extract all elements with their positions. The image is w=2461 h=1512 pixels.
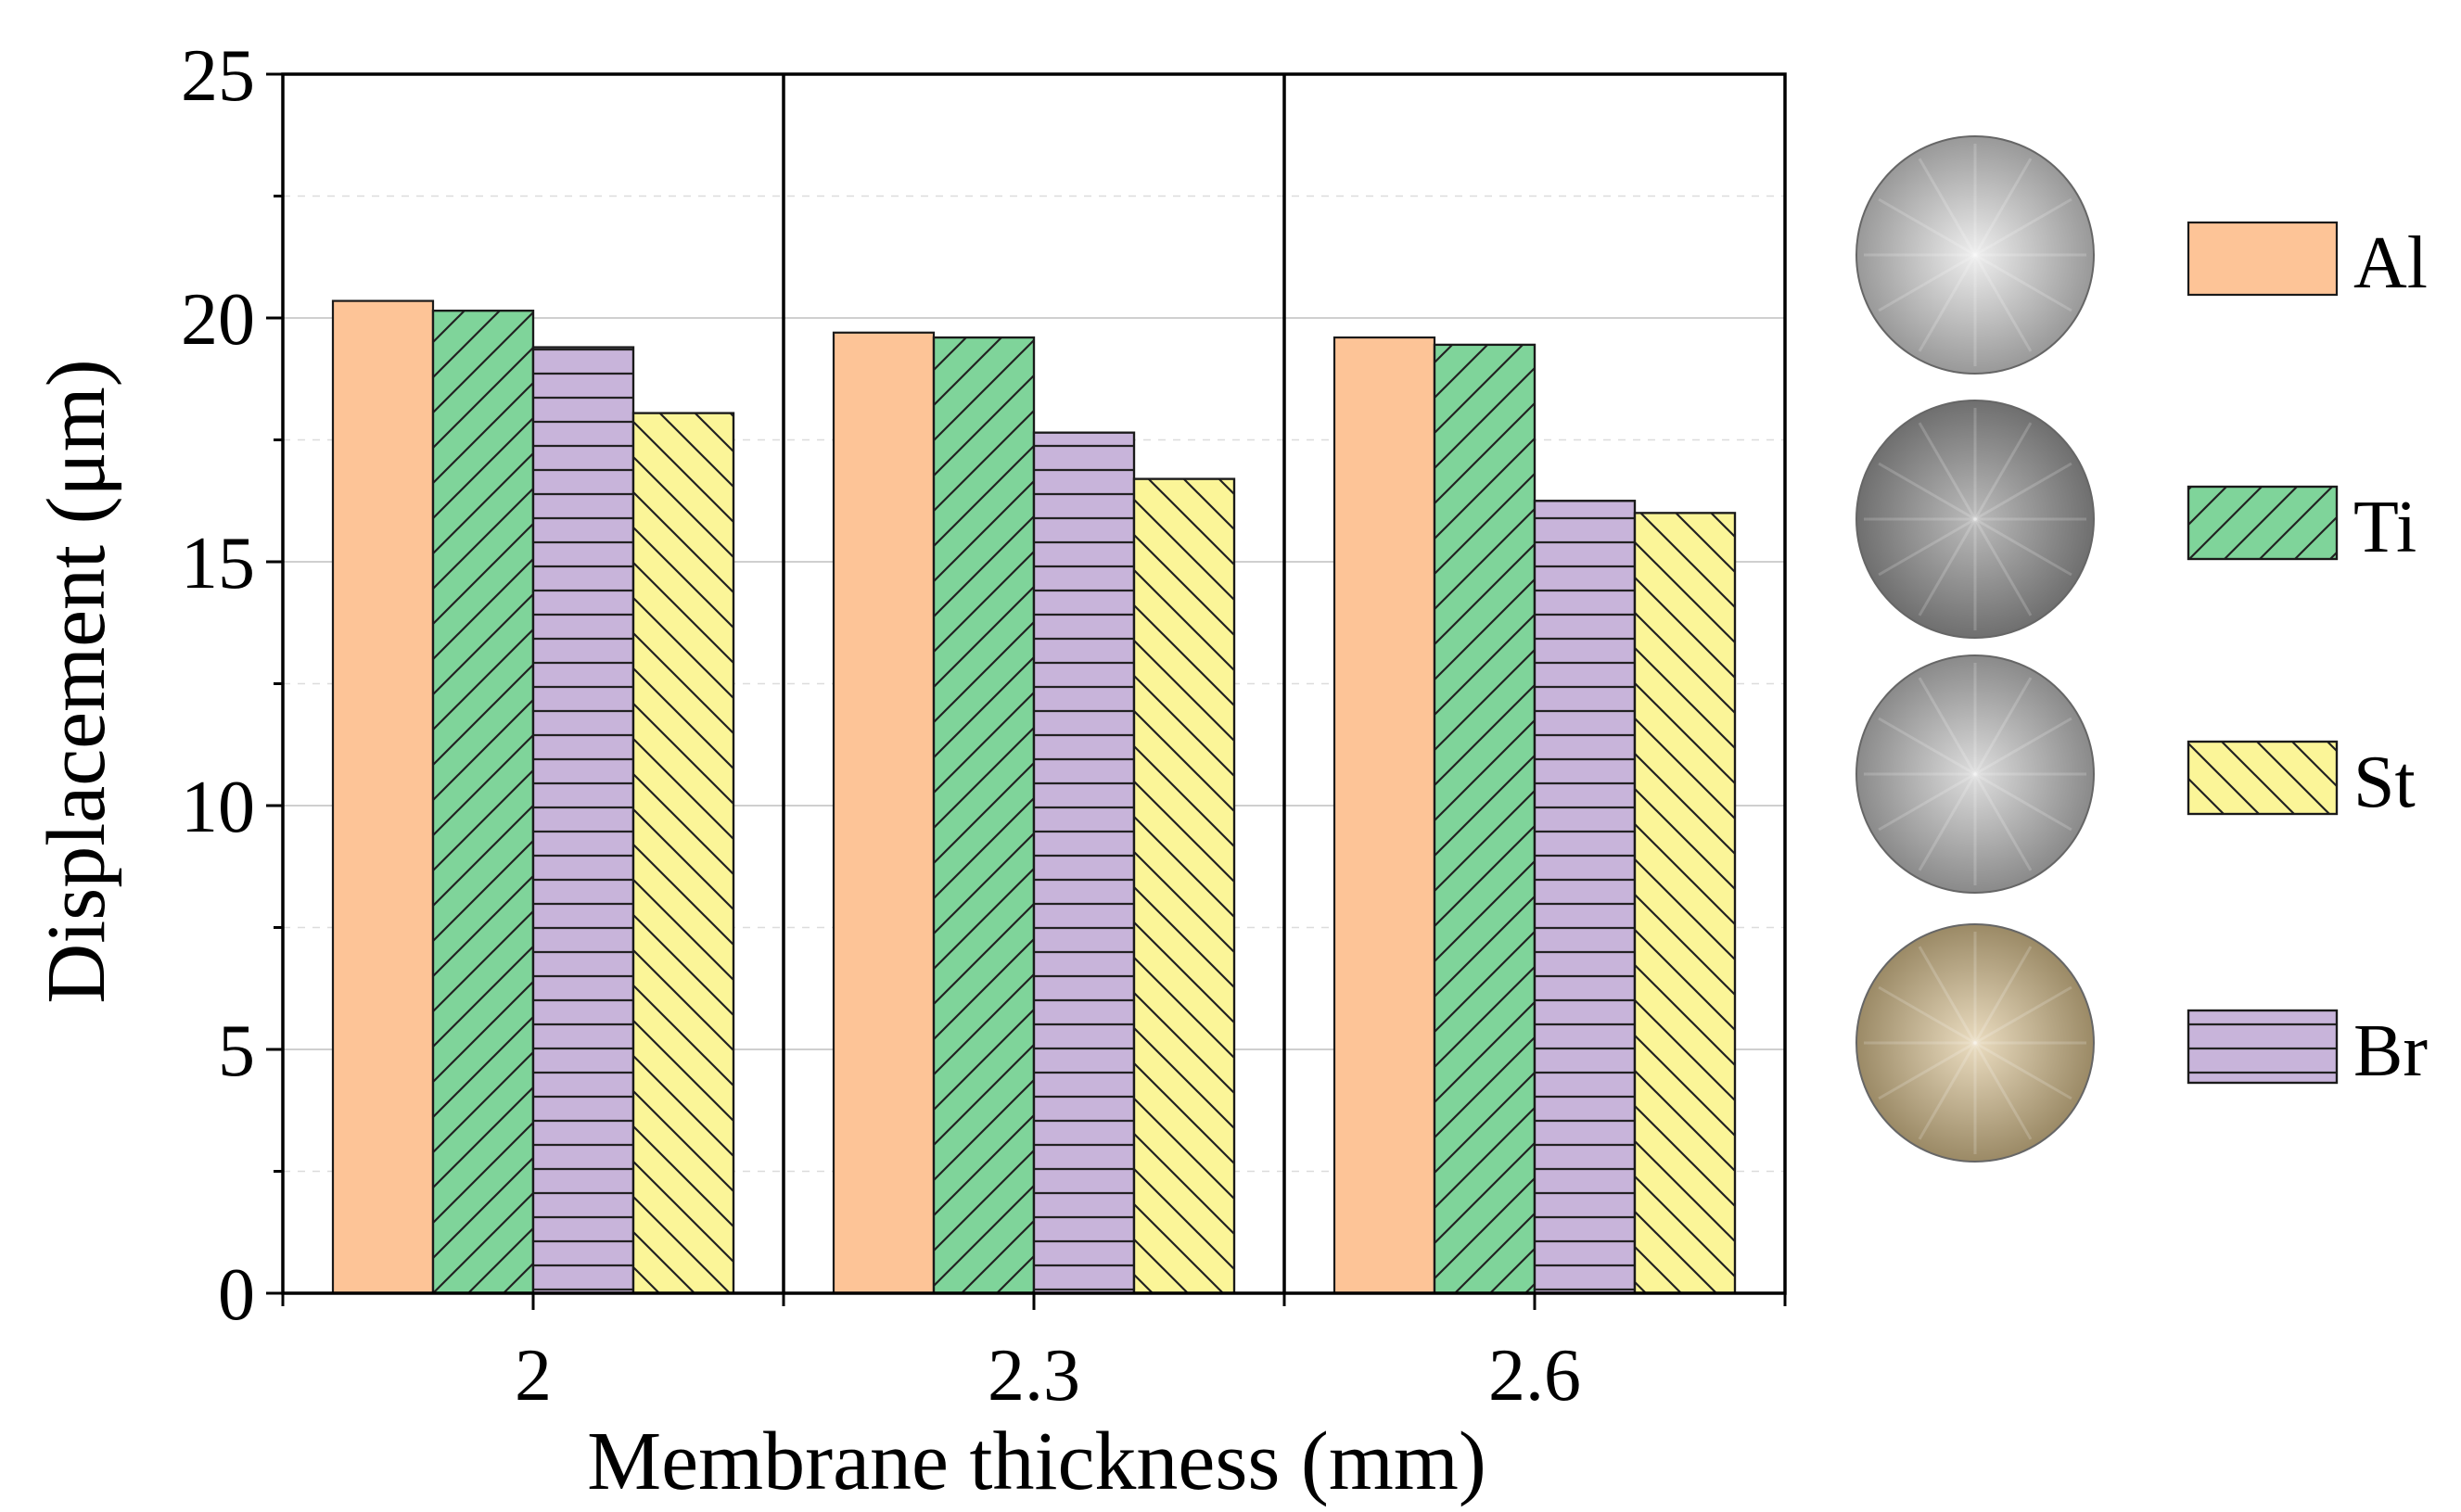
material-disc-al (1855, 135, 2095, 375)
bar-al-2.3 (832, 331, 936, 1295)
bar-al-2 (331, 299, 435, 1295)
material-disc-st (1855, 654, 2095, 894)
disc-texture-line (1974, 197, 2072, 257)
disc-texture-line (1918, 946, 1977, 1044)
y-axis-label: Displacement (μm) (31, 359, 122, 1004)
legend-swatch-pattern-st (2187, 740, 2339, 816)
disc-texture-line (1973, 422, 2033, 520)
axes (266, 72, 1787, 1310)
disc-texture-line (1973, 773, 2033, 871)
y-tick-label: 15 (181, 523, 255, 604)
material-disc-br (1855, 923, 2095, 1163)
bar-al-2.6 (1333, 336, 1436, 1295)
bars (331, 299, 1737, 1295)
disc-texture-line (1878, 462, 1976, 521)
x-tick-label: 2 (515, 1335, 552, 1417)
bar-pattern-br-2 (531, 346, 635, 1295)
legend-label-st: St (2353, 742, 2416, 823)
bar-pattern-br-2.6 (1533, 500, 1637, 1295)
disc-texture-line (1918, 677, 1977, 775)
disc-texture-line (1973, 518, 2033, 616)
legend-label-ti: Ti (2353, 487, 2416, 568)
disc-texture-line (1974, 253, 2072, 312)
disc-texture-line (1878, 772, 1976, 832)
bar-pattern-ti-2.6 (1433, 343, 1537, 1295)
disc-texture-line (1878, 985, 1976, 1045)
disc-texture-line (1974, 717, 2072, 776)
legend-label-al: Al (2353, 222, 2428, 304)
disc-texture-line (1974, 462, 2072, 521)
y-tick-label: 5 (218, 1010, 255, 1092)
disc-texture-line (1918, 158, 1977, 256)
y-tick-label: 20 (181, 279, 255, 361)
legend-label-br: Br (2353, 1010, 2428, 1092)
legend-swatch-al (2187, 221, 2339, 297)
y-tick-label: 0 (218, 1254, 255, 1336)
legend-swatch-pattern-br (2187, 1009, 2339, 1085)
disc-texture-line (1878, 1041, 1976, 1100)
disc-texture-line (1878, 517, 1976, 577)
disc-texture-line (1918, 422, 1977, 520)
disc-texture-line (1918, 254, 1977, 352)
bar-pattern-st-2.3 (1132, 477, 1236, 1295)
disc-texture-line (1878, 253, 1976, 312)
bar-pattern-st-2.6 (1633, 512, 1737, 1295)
disc-texture-line (1878, 717, 1976, 776)
disc-texture-line (1918, 518, 1977, 616)
disc-texture-line (1973, 946, 2033, 1044)
disc-texture-line (1973, 677, 2033, 775)
legend: Al Ti St Br (1855, 135, 2428, 1163)
disc-texture-line (1974, 517, 2072, 577)
y-tick-label: 25 (181, 35, 255, 117)
bar-pattern-ti-2 (431, 310, 535, 1295)
disc-texture-line (1878, 197, 1976, 257)
bar-pattern-st-2 (631, 412, 735, 1295)
bar-pattern-br-2.3 (1032, 431, 1136, 1295)
disc-texture-line (1974, 772, 2072, 832)
disc-texture-line (1974, 985, 2072, 1045)
y-tick-label: 10 (181, 767, 255, 848)
disc-texture-line (1918, 1042, 1977, 1140)
disc-texture-line (1918, 773, 1977, 871)
material-disc-ti (1855, 400, 2095, 639)
disc-texture-line (1973, 254, 2033, 352)
disc-texture-line (1974, 1041, 2072, 1100)
tick-labels: 0 5 10 15 20 25 2 2.3 2.6 (181, 35, 1581, 1417)
disc-texture-line (1973, 1042, 2033, 1140)
x-tick-label: 2.6 (1488, 1335, 1581, 1417)
disc-texture-line (1973, 158, 2033, 256)
x-tick-label: 2.3 (988, 1335, 1080, 1417)
bar-pattern-ti-2.3 (932, 336, 1036, 1295)
legend-swatch-pattern-ti (2187, 485, 2339, 561)
x-axis-label: Membrane thickness (mm) (587, 1416, 1486, 1507)
